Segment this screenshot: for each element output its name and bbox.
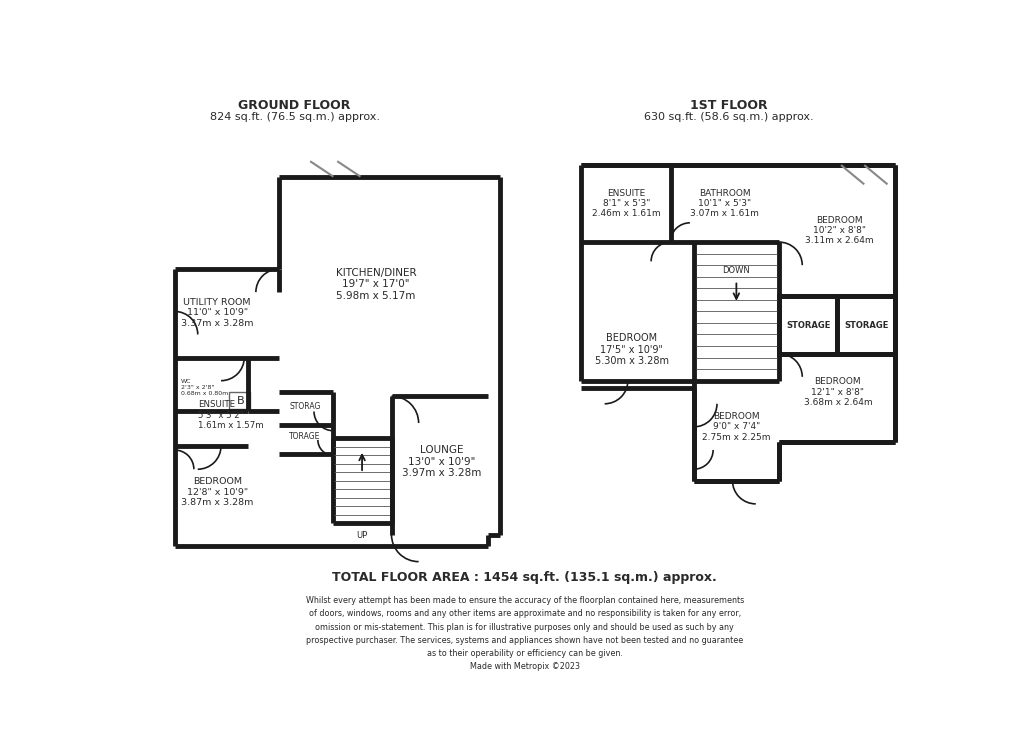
Text: BEDROOM
12'1" x 8'8"
3.68m x 2.64m: BEDROOM 12'1" x 8'8" 3.68m x 2.64m — [804, 377, 872, 407]
Bar — [779, 296, 838, 354]
Text: BEDROOM
10'2" x 8'8"
3.11m x 2.64m: BEDROOM 10'2" x 8'8" 3.11m x 2.64m — [805, 216, 873, 245]
Text: ENSUITE
5'3" x 5'2"
1.61m x 1.57m: ENSUITE 5'3" x 5'2" 1.61m x 1.57m — [198, 401, 263, 430]
Text: BEDROOM
9'0" x 7'4"
2.75m x 2.25m: BEDROOM 9'0" x 7'4" 2.75m x 2.25m — [702, 412, 771, 442]
Text: BEDROOM
12'8" x 10'9"
3.87m x 3.28m: BEDROOM 12'8" x 10'9" 3.87m x 3.28m — [181, 477, 253, 507]
Text: UTILITY ROOM
11'0" x 10'9"
3.37m x 3.28m: UTILITY ROOM 11'0" x 10'9" 3.37m x 3.28m — [181, 298, 253, 328]
Text: BATHROOM
10'1" x 5'3"
3.07m x 1.61m: BATHROOM 10'1" x 5'3" 3.07m x 1.61m — [690, 189, 759, 219]
Text: GROUND FLOOR: GROUND FLOOR — [239, 98, 351, 112]
Text: BEDROOM
17'5" x 10'9"
5.30m x 3.28m: BEDROOM 17'5" x 10'9" 5.30m x 3.28m — [595, 333, 669, 366]
Text: STORAGE: STORAGE — [845, 321, 889, 330]
Text: UP: UP — [356, 531, 368, 539]
Text: LOUNGE
13'0" x 10'9"
3.97m x 3.28m: LOUNGE 13'0" x 10'9" 3.97m x 3.28m — [402, 445, 481, 478]
Text: TORAGE: TORAGE — [289, 432, 321, 441]
Text: ENSUITE
8'1" x 5'3"
2.46m x 1.61m: ENSUITE 8'1" x 5'3" 2.46m x 1.61m — [592, 189, 660, 219]
Text: TOTAL FLOOR AREA : 1454 sq.ft. (135.1 sq.m.) approx.: TOTAL FLOOR AREA : 1454 sq.ft. (135.1 sq… — [333, 570, 717, 584]
Bar — [838, 296, 895, 354]
Text: KITCHEN/DINER
19'7" x 17'0"
5.98m x 5.17m: KITCHEN/DINER 19'7" x 17'0" 5.98m x 5.17… — [336, 268, 417, 301]
Text: 1ST FLOOR: 1ST FLOOR — [690, 98, 767, 112]
Text: DOWN: DOWN — [723, 266, 751, 275]
Text: 824 sq.ft. (76.5 sq.m.) approx.: 824 sq.ft. (76.5 sq.m.) approx. — [210, 112, 380, 122]
Text: WC
2'3" x 2'8"
0.68m x 0.80m: WC 2'3" x 2'8" 0.68m x 0.80m — [180, 379, 228, 396]
Bar — [228, 392, 251, 409]
Text: 630 sq.ft. (58.6 sq.m.) approx.: 630 sq.ft. (58.6 sq.m.) approx. — [644, 112, 813, 122]
Text: STORAG: STORAG — [289, 402, 321, 411]
Text: Whilst every attempt has been made to ensure the accuracy of the floorplan conta: Whilst every attempt has been made to en… — [306, 596, 743, 672]
Text: B: B — [237, 396, 244, 406]
Text: STORAGE: STORAGE — [786, 321, 830, 330]
